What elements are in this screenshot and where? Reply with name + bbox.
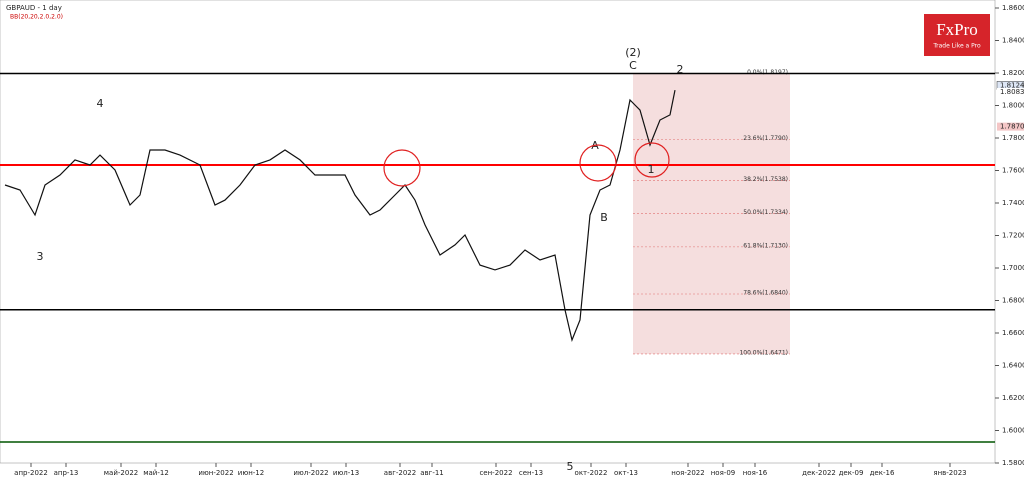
circle [579, 144, 617, 182]
logo-box [924, 14, 990, 56]
x-tick-label: окт-2022 [575, 469, 608, 477]
x-tick-label: ноя-16 [743, 469, 768, 477]
circle [383, 149, 421, 187]
fib-label: 38.2%(1.7538) [743, 176, 788, 183]
fib-zone [633, 73, 790, 354]
y-tick-label: 1.8400 [1002, 37, 1024, 45]
wave-label: 5 [567, 460, 574, 473]
indicator-label: BB(20,20,2.0,2.0) [10, 14, 63, 21]
price-tag-box [997, 122, 1024, 131]
wave-label: B [600, 211, 608, 224]
fib-label: 100.0%(1.6471) [739, 349, 788, 356]
wave-label: 4 [97, 97, 104, 110]
x-tick-label: авг-11 [420, 469, 444, 477]
fib-label: 23.6%(1.7790) [743, 135, 788, 142]
x-tick-label: авг-2022 [384, 469, 416, 477]
wave-label: 2 [677, 63, 684, 76]
x-tick-label: дек-09 [839, 469, 864, 477]
fib-label: 78.6%(1.6840) [743, 290, 788, 297]
y-tick-label: 1.6800 [1002, 297, 1024, 305]
x-tick-label: июн-2022 [198, 469, 233, 477]
y-tick-label: 1.7000 [1002, 264, 1024, 272]
price-tag: 1.7870 [1000, 123, 1024, 131]
y-tick-label: 1.6600 [1002, 329, 1024, 337]
y-tick-label: 1.8600 [1002, 4, 1024, 12]
x-tick-label: ноя-09 [711, 469, 736, 477]
x-tick-label: апр-2022 [14, 469, 48, 477]
y-tick-label: 1.6400 [1002, 362, 1024, 370]
y-tick-label: 1.6200 [1002, 394, 1024, 402]
x-tick-label: сен-2022 [479, 469, 512, 477]
wave-label: 3 [37, 250, 44, 263]
y-tick-label: 1.7800 [1002, 134, 1024, 142]
logo-name: FxPro [936, 20, 978, 39]
x-tick-label: дек-16 [870, 469, 895, 477]
x-tick-label: ноя-2022 [671, 469, 704, 477]
x-tick-label: июл-13 [333, 469, 359, 477]
chart-title: GBPAUD - 1 day [6, 4, 62, 12]
wave-label: 1 [648, 163, 655, 176]
y-tick-label: 1.8000 [1002, 102, 1024, 110]
wave-label: C [629, 59, 637, 72]
circle [634, 142, 670, 178]
price-tag: 1.8083 [1000, 88, 1024, 96]
logo: FxPro Trade Like a Pro [924, 14, 990, 56]
x-tick-label: июл-2022 [293, 469, 328, 477]
wave-label: (2) [625, 46, 641, 59]
x-tick-label: июн-12 [238, 469, 264, 477]
plot-area [0, 0, 996, 464]
price-line [4, 89, 676, 342]
x-tick-label: янв-2023 [933, 469, 966, 477]
price-tag: 1.8124 [1000, 81, 1024, 89]
y-tick-label: 1.5800 [1002, 459, 1024, 467]
y-tick-label: 1.7200 [1002, 232, 1024, 240]
fib-label: 61.8%(1.7130) [743, 242, 788, 249]
logo-tagline: Trade Like a Pro [932, 43, 981, 50]
x-tick-label: сен-13 [519, 469, 543, 477]
highlight-circles [383, 142, 670, 187]
y-tick-label: 1.8200 [1002, 69, 1024, 77]
x-tick-label: май-12 [143, 469, 169, 477]
fib-label: 0.0%(1.8197) [747, 69, 788, 76]
y-tick-label: 1.7600 [1002, 167, 1024, 175]
x-tick-label: дек-2022 [802, 469, 836, 477]
price-tag-box [997, 88, 1024, 97]
y-tick-label: 1.6000 [1002, 427, 1024, 435]
fib-label: 50.0%(1.7334) [743, 209, 788, 216]
x-tick-label: апр-13 [54, 469, 79, 477]
x-tick-label: окт-13 [614, 469, 638, 477]
y-tick-label: 1.7400 [1002, 199, 1024, 207]
x-tick-label: май-2022 [104, 469, 138, 477]
